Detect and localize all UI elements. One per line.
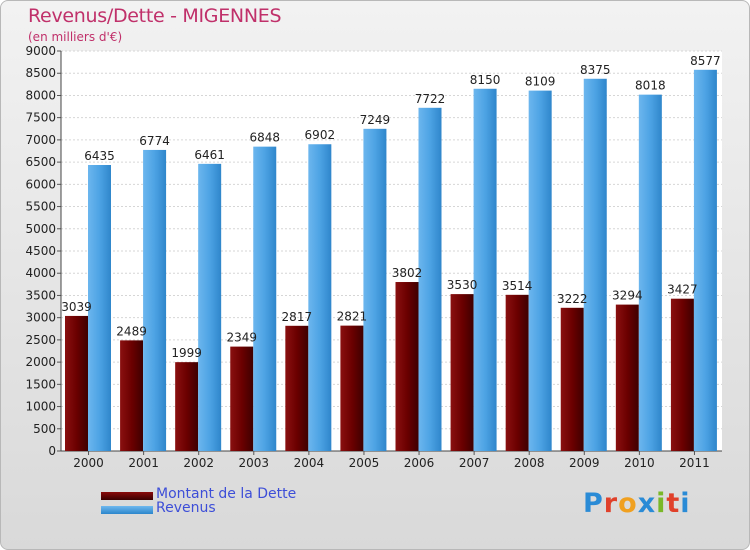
bar-debt (340, 325, 364, 451)
legend-swatch-revenue (101, 506, 153, 514)
x-tick-label: 2006 (404, 456, 435, 470)
data-label-revenue: 8018 (635, 79, 666, 93)
logo-letter: x (637, 488, 657, 519)
logo-letter: r (603, 488, 619, 519)
x-tick-label: 2010 (624, 456, 655, 470)
y-tick-label: 5000 (25, 222, 56, 236)
logo-letter: i (656, 488, 667, 519)
bar-debt (560, 307, 584, 451)
y-tick-label: 8500 (25, 66, 56, 80)
legend-swatch-debt (101, 492, 153, 500)
y-tick-label: 4500 (25, 244, 56, 258)
y-tick-label: 4000 (25, 266, 56, 280)
y-tick-label: 1000 (25, 400, 56, 414)
bar-debt (505, 294, 529, 451)
logo-letter: P (583, 488, 604, 519)
bar-revenue (638, 94, 662, 452)
data-label-revenue: 8577 (690, 54, 721, 68)
logo-letter: o (618, 488, 638, 519)
data-label-debt: 3222 (557, 292, 588, 306)
bar-revenue (253, 146, 277, 451)
y-tick-label: 6500 (25, 155, 56, 169)
chart-title: Revenus/Dette - MIGENNES (28, 5, 282, 27)
data-label-revenue: 6902 (305, 128, 336, 142)
bar-revenue (583, 78, 607, 452)
bar-revenue (693, 69, 717, 452)
y-tick-label: 7500 (25, 111, 56, 125)
legend-label-revenue: Revenus (156, 500, 216, 516)
data-label-revenue: 7722 (415, 92, 446, 106)
data-label-debt: 1999 (171, 346, 202, 360)
data-label-revenue: 6435 (84, 149, 115, 163)
data-label-revenue: 6848 (249, 131, 280, 145)
bar-debt (615, 304, 639, 451)
data-label-debt: 3802 (392, 266, 423, 280)
x-tick-label: 2004 (294, 456, 325, 470)
x-tick-label: 2005 (349, 456, 380, 470)
x-tick-label: 2009 (569, 456, 600, 470)
y-tick-label: 3000 (25, 311, 56, 325)
data-label-revenue: 6774 (139, 134, 170, 148)
data-label-debt: 2489 (116, 324, 147, 338)
data-label-debt: 3530 (447, 278, 478, 292)
x-tick-label: 2008 (514, 456, 545, 470)
bar-debt (120, 340, 144, 451)
data-label-debt: 3039 (61, 300, 92, 314)
bar-debt (230, 346, 254, 451)
y-tick-label: 500 (33, 422, 56, 436)
data-label-debt: 3294 (612, 289, 643, 303)
bar-debt (670, 298, 694, 451)
logo-letter: i (680, 488, 691, 519)
data-label-revenue: 8150 (470, 73, 501, 87)
data-label-revenue: 6461 (194, 148, 225, 162)
bar-revenue (418, 107, 442, 452)
data-label-revenue: 8375 (580, 63, 611, 77)
x-tick-label: 2002 (183, 456, 214, 470)
y-tick-label: 1500 (25, 377, 56, 391)
bar-debt (395, 282, 419, 451)
logo-letter: t (666, 488, 681, 519)
data-label-revenue: 8109 (525, 75, 556, 89)
data-label-revenue: 7249 (360, 113, 391, 127)
x-tick-label: 2000 (73, 456, 104, 470)
chart-subtitle: (en milliers d'€) (28, 30, 123, 44)
bar-debt (285, 325, 309, 451)
bar-revenue (198, 163, 222, 451)
x-tick-label: 2007 (459, 456, 490, 470)
x-tick-label: 2003 (239, 456, 270, 470)
bar-revenue (88, 165, 111, 451)
x-tick-label: 2001 (128, 456, 159, 470)
data-label-debt: 3427 (667, 283, 698, 297)
y-tick-label: 9000 (25, 44, 56, 58)
bar-debt (450, 294, 474, 451)
x-tick-label: 2011 (679, 456, 710, 470)
bar-debt (175, 362, 199, 451)
y-tick-label: 6000 (25, 177, 56, 191)
bar-revenue (528, 90, 552, 451)
y-tick-label: 2500 (25, 333, 56, 347)
plot-area (61, 51, 722, 451)
y-tick-label: 7000 (25, 133, 56, 147)
bar-revenue (143, 149, 167, 451)
y-tick-label: 3500 (25, 288, 56, 302)
data-label-debt: 3514 (502, 279, 533, 293)
bar-revenue (308, 144, 332, 451)
data-label-debt: 2821 (337, 310, 368, 324)
data-label-debt: 2349 (226, 331, 257, 345)
y-tick-label: 0 (48, 444, 56, 458)
bar-revenue (363, 128, 387, 452)
y-tick-label: 5500 (25, 200, 56, 214)
proxiti-logo: Proxiti (583, 488, 691, 519)
bar-revenue (473, 88, 497, 452)
y-tick-label: 8000 (25, 88, 56, 102)
y-tick-label: 2000 (25, 355, 56, 369)
data-label-debt: 2817 (282, 310, 313, 324)
legend-label-debt: Montant de la Dette (156, 486, 297, 502)
bar-debt (65, 315, 88, 451)
